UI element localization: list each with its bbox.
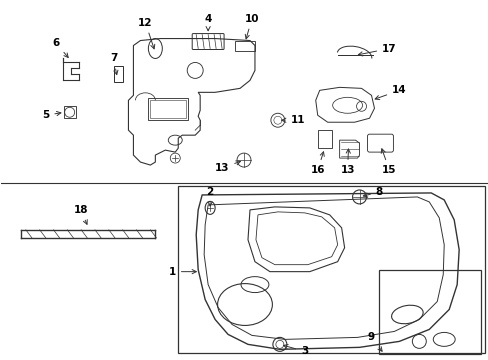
Text: 7: 7 [110,54,118,75]
Bar [150,100,186,118]
Text: 18: 18 [73,205,88,224]
Text: 14: 14 [374,85,406,100]
Text: 11: 11 [281,115,305,125]
Text: 17: 17 [358,44,396,56]
Text: 9: 9 [367,332,381,351]
Bar [178,186,484,353]
Bar [379,270,480,354]
Text: 10: 10 [244,14,259,39]
Text: 12: 12 [138,18,155,49]
Bar [317,130,331,148]
Text: 6: 6 [52,37,68,58]
Text: 4: 4 [204,14,211,31]
Text: 5: 5 [42,110,61,120]
Text: 1: 1 [168,267,196,276]
Text: 13: 13 [340,149,354,175]
Bar [113,67,123,82]
Text: 2: 2 [206,187,213,206]
Text: 8: 8 [363,187,382,197]
Bar [63,106,76,118]
Bar [235,41,254,50]
Text: 16: 16 [310,152,325,175]
Text: 3: 3 [283,345,308,356]
Text: 15: 15 [381,149,396,175]
Text: 13: 13 [214,161,240,173]
Bar [148,98,188,120]
